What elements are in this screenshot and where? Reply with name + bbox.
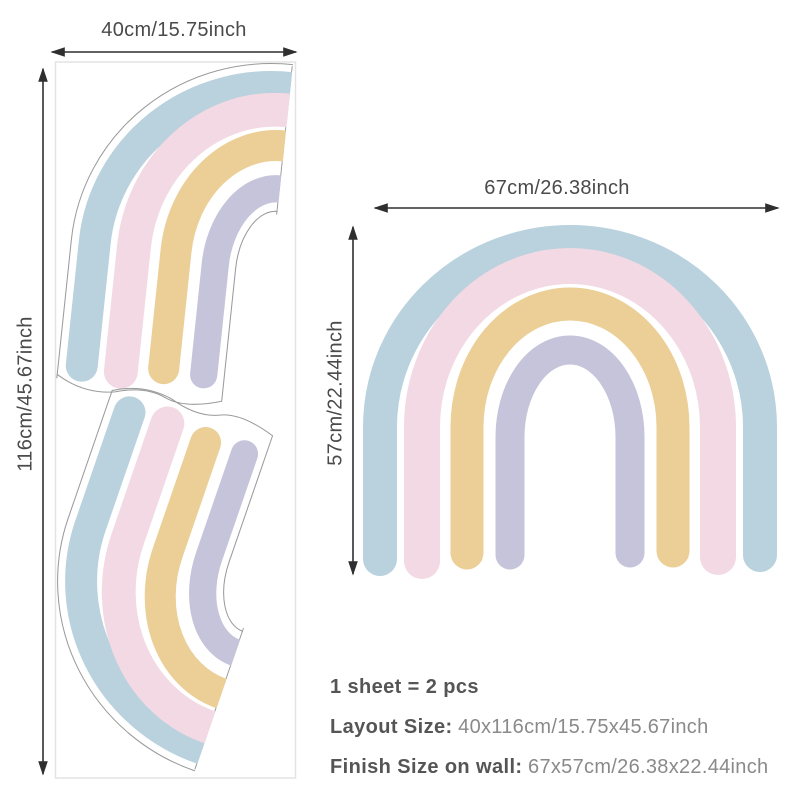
rainbow-band-yellow bbox=[450, 287, 690, 570]
rainbow-band-pink bbox=[103, 92, 296, 414]
finish-size-value: 67x57cm/26.38x22.44inch bbox=[528, 756, 769, 778]
rainbow-band-purple bbox=[495, 335, 645, 570]
finish-size-label: Finish Size on wall: bbox=[330, 756, 523, 778]
rainbow-height-label: 57cm/22.44inch bbox=[324, 320, 347, 466]
sheet-height-label: 116cm/45.67inch bbox=[14, 316, 37, 472]
sheet-pieces-text: 1 sheet = 2 pcs bbox=[330, 676, 479, 698]
rainbow-band-pink bbox=[404, 248, 736, 579]
layout-size-value: 40x116cm/15.75x45.67inch bbox=[458, 716, 709, 738]
size-info-block: 1 sheet = 2 pcs Layout Size: 40x116cm/15… bbox=[330, 676, 768, 796]
rainbow-band-blue bbox=[65, 71, 296, 416]
rainbow-band-blue bbox=[363, 225, 777, 576]
layout-size-label: Layout Size: bbox=[330, 716, 453, 738]
layout-size-line: Layout Size: 40x116cm/15.75x45.67inch bbox=[330, 716, 768, 739]
rainbow-band-yellow bbox=[148, 130, 296, 403]
cut-outline bbox=[56, 63, 296, 426]
assembled-rainbow bbox=[363, 225, 777, 579]
rainbow-width-label: 67cm/26.38inch bbox=[484, 177, 630, 199]
sheet-width-label: 40cm/15.75inch bbox=[101, 19, 247, 41]
finish-size-line: Finish Size on wall: 67x57cm/26.38x22.44… bbox=[330, 756, 768, 779]
rainbow-band-yellow bbox=[144, 427, 322, 714]
